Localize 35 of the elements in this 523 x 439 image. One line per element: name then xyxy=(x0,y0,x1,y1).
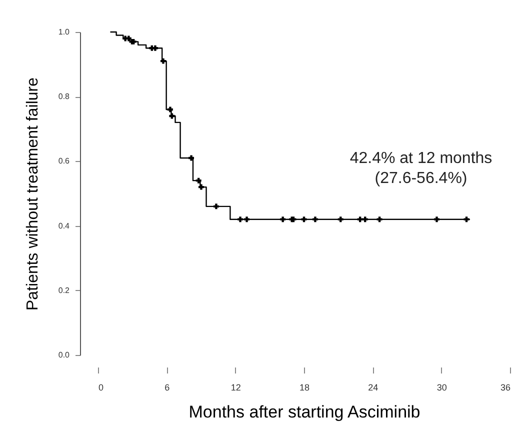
y-tick-label: 0.4 xyxy=(58,221,70,230)
annotation: 42.4% at 12 months xyxy=(350,150,492,167)
point xyxy=(280,216,286,222)
x-tick-label: 12 xyxy=(230,382,241,392)
x-tick-label: 36 xyxy=(500,382,510,392)
x-tick-label: 6 xyxy=(164,382,170,392)
point xyxy=(188,155,194,161)
x-tick-label: 24 xyxy=(368,382,378,392)
point xyxy=(338,216,344,222)
point xyxy=(244,216,250,222)
annotation: (27.6-56.4%) xyxy=(374,170,468,187)
point xyxy=(464,216,470,222)
point xyxy=(167,106,173,112)
point xyxy=(434,216,440,222)
point xyxy=(160,58,166,64)
y-tick-label: 0.2 xyxy=(58,286,70,295)
point xyxy=(312,216,318,222)
y-tick-label: 0.6 xyxy=(58,156,70,166)
x-tick-label: 0 xyxy=(98,382,104,392)
point xyxy=(357,216,363,222)
y-tick-label: 0.0 xyxy=(58,350,70,360)
x-tick-label: 18 xyxy=(299,382,310,392)
y-tick-label: 0.8 xyxy=(58,92,70,102)
point xyxy=(301,216,307,222)
y-axis-title: Patients without treatment failure xyxy=(24,77,42,311)
y-tick-label: 1.0 xyxy=(58,28,70,36)
point xyxy=(213,204,219,210)
point xyxy=(196,178,202,184)
point xyxy=(169,113,175,119)
point xyxy=(238,216,243,222)
point xyxy=(198,184,204,190)
point xyxy=(362,216,368,222)
point xyxy=(376,216,382,222)
x-tick-label: 30 xyxy=(436,382,447,392)
x-axis-title: Months after starting Asciminib xyxy=(188,402,420,422)
